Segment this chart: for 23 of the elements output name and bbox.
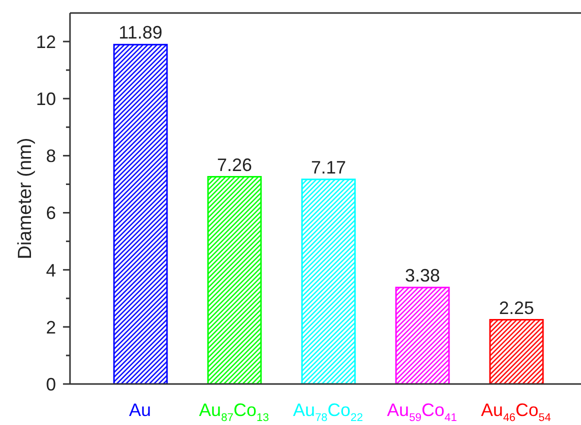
bar: [395, 286, 450, 384]
y-tick-label: 8: [46, 146, 56, 166]
y-tick-label: 12: [36, 32, 56, 52]
x-tick-label: Au$_{59}$Co$_{41}$: [387, 400, 457, 424]
data-label: 2.25: [498, 298, 534, 318]
bar: [489, 319, 544, 384]
y-tick-label: 0: [46, 374, 56, 394]
data-label: 7.17: [310, 157, 346, 178]
x-tick-label: Au$_{87}$Co$_{13}$: [199, 400, 269, 424]
data-label: 3.38: [404, 266, 440, 286]
y-axis-title: Diameter (nm): [14, 138, 36, 260]
data-label: 7.26: [216, 154, 252, 175]
bar: [113, 44, 168, 384]
y-tick-label: 10: [36, 89, 56, 110]
bar: [207, 176, 262, 384]
bar: [301, 178, 356, 384]
y-tick-label: 2: [46, 317, 56, 338]
y-tick-label: 6: [46, 203, 56, 224]
x-tick-label: Au: [128, 400, 152, 420]
x-tick-label: Au$_{78}$Co$_{22}$: [293, 400, 363, 424]
y-tick-label: 4: [46, 260, 56, 280]
data-label: 11.89: [118, 22, 162, 43]
x-tick-label: Au$_{46}$Co$_{54}$: [481, 400, 551, 424]
